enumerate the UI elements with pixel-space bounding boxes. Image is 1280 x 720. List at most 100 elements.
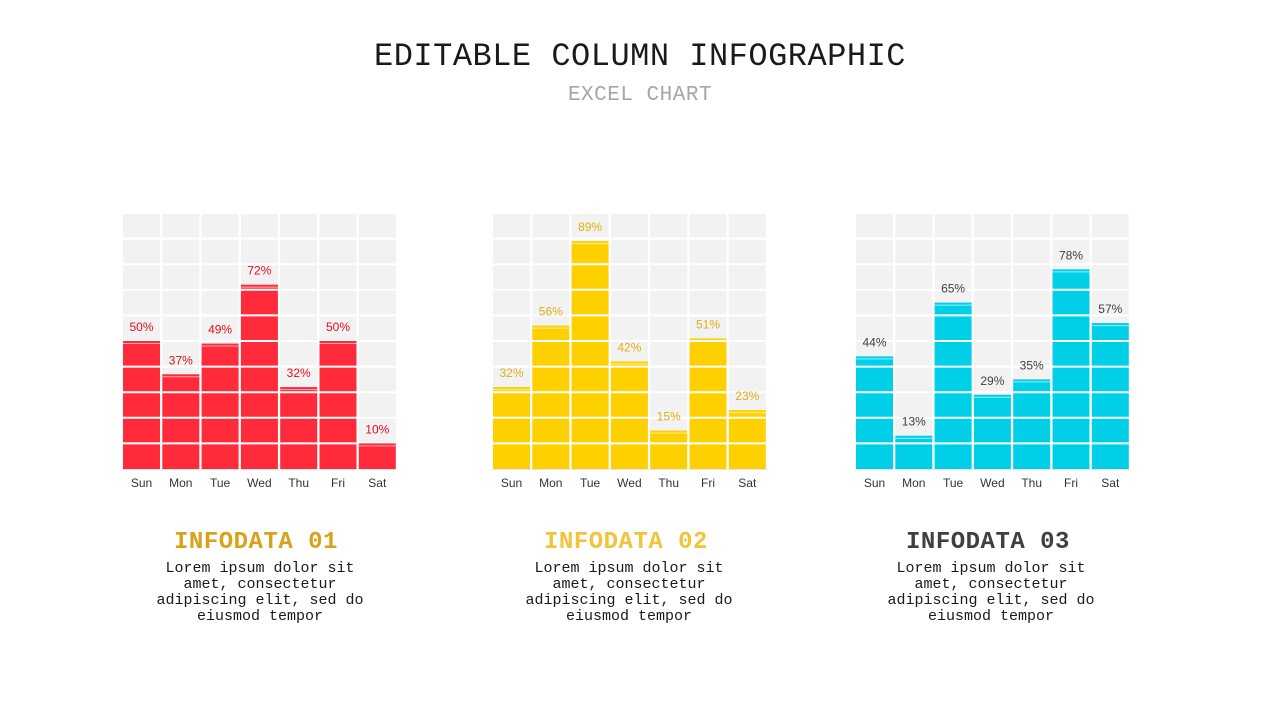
bar-wed — [610, 361, 648, 469]
grid-cell — [895, 265, 933, 289]
value-label: 42% — [617, 340, 641, 354]
bar — [532, 325, 570, 469]
grid-cell — [358, 214, 396, 238]
grid-cell — [532, 214, 570, 238]
grid-cell — [201, 265, 239, 289]
grid-cell — [240, 239, 278, 264]
bar — [201, 343, 239, 469]
grid-cell — [280, 342, 318, 366]
bar — [162, 374, 200, 469]
category-label: Wed — [980, 476, 1004, 490]
grid-cell — [650, 290, 688, 315]
grid-cell — [895, 393, 933, 417]
grid-cell — [532, 265, 570, 289]
grid-cell — [689, 316, 727, 340]
category-label: Fri — [701, 476, 715, 490]
grid-cell — [358, 239, 396, 264]
grid-cell — [123, 290, 160, 315]
grid-cell — [532, 239, 570, 264]
bar — [934, 302, 972, 469]
grid-cell — [162, 316, 200, 340]
grid-cell — [280, 367, 318, 392]
grid-cell — [1013, 265, 1051, 289]
grid-cell — [728, 214, 766, 238]
grid-cell — [650, 239, 688, 264]
infodata-2-title: INFODATA 02 — [544, 529, 708, 556]
grid-cell — [650, 393, 688, 417]
grid-cell — [610, 239, 648, 264]
grid-cell — [280, 290, 318, 315]
grid-cell — [123, 316, 160, 340]
grid-cell — [728, 367, 766, 392]
column-chart-3: 44% Sun 13% Mon 65% Tue 29% Wed 35% Thu 78% Fri 57% S… — [854, 214, 1131, 490]
category-label: Sat — [368, 476, 387, 490]
bar-wed — [240, 284, 278, 469]
grid-cell — [856, 239, 893, 264]
grid-cell — [319, 214, 357, 238]
bar-tue — [934, 302, 972, 469]
page-subtitle: EXCEL CHART — [567, 84, 713, 107]
grid-cell — [856, 316, 893, 340]
infodata-3-title: INFODATA 03 — [906, 529, 1070, 556]
grid-cell — [895, 290, 933, 315]
bar-thu — [650, 430, 688, 469]
bar-tue — [201, 343, 239, 469]
grid-cell — [358, 265, 396, 289]
grid-cell — [1091, 290, 1129, 315]
grid-cell — [493, 239, 530, 264]
grid-cell — [532, 290, 570, 315]
grid-cell — [1013, 342, 1051, 366]
bar-mon — [895, 435, 933, 469]
grid-cell — [162, 342, 200, 366]
bar — [123, 341, 160, 469]
infodata-3-text: Lorem ipsum dolor sit amet, consectetur … — [887, 560, 1095, 625]
grid-cell — [493, 367, 530, 392]
grid-cell — [610, 265, 648, 289]
bar — [1013, 379, 1051, 469]
grid-cell — [895, 342, 933, 366]
grid-cell — [610, 316, 648, 340]
grid-cell — [934, 265, 972, 289]
grid-cell — [728, 316, 766, 340]
grid-cell — [319, 239, 357, 264]
value-label: 32% — [287, 366, 311, 380]
grid-cell — [973, 367, 1011, 392]
grid-cell — [493, 342, 530, 366]
grid-cell — [1013, 214, 1051, 238]
grid-cell — [973, 290, 1011, 315]
grid-cell — [1052, 239, 1090, 264]
grid-cell — [201, 290, 239, 315]
grid-cell — [493, 290, 530, 315]
value-label: 89% — [578, 220, 602, 234]
grid-cell — [280, 214, 318, 238]
value-label: 50% — [129, 320, 153, 334]
value-label: 13% — [902, 415, 926, 429]
bar — [689, 338, 727, 469]
value-label: 57% — [1098, 302, 1122, 316]
category-label: Sat — [1101, 476, 1120, 490]
bar-sat — [1091, 323, 1129, 469]
grid-cell — [856, 265, 893, 289]
grid-cell — [610, 342, 648, 366]
category-label: Mon — [902, 476, 925, 490]
infodata-1-text: Lorem ipsum dolor sit amet, consectetur … — [156, 560, 364, 625]
value-label: 49% — [208, 323, 232, 337]
grid-cell — [650, 265, 688, 289]
value-label: 37% — [169, 353, 193, 367]
value-label: 35% — [1020, 358, 1044, 372]
category-label: Tue — [943, 476, 964, 490]
category-label: Mon — [169, 476, 192, 490]
value-label: 32% — [499, 366, 523, 380]
grid-cell — [895, 316, 933, 340]
grid-cell — [358, 316, 396, 340]
bar — [856, 356, 893, 469]
grid-cell — [1013, 316, 1051, 340]
value-label: 23% — [735, 389, 759, 403]
infodata-1-title: INFODATA 01 — [174, 529, 338, 556]
grid-cell — [895, 239, 933, 264]
bar-tue — [571, 241, 609, 469]
grid-cell — [973, 316, 1011, 340]
bar — [571, 241, 609, 469]
grid-cell — [240, 214, 278, 238]
grid-cell — [1013, 290, 1051, 315]
